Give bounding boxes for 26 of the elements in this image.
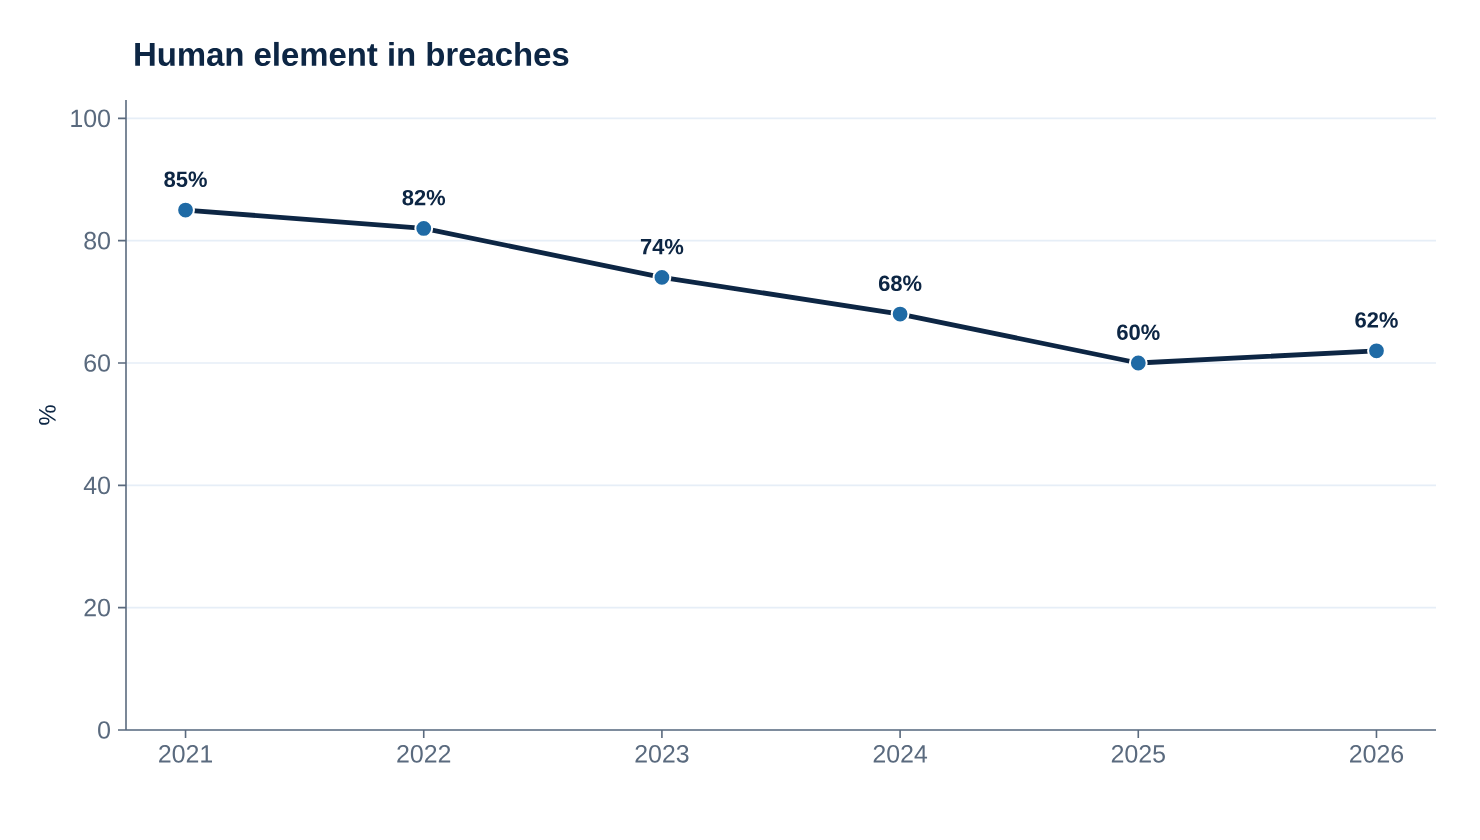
x-tick-label: 2026 xyxy=(1350,745,1404,763)
y-tick-label: 0 xyxy=(98,721,110,739)
point xyxy=(1367,341,1386,361)
x-tick-label: 2025 xyxy=(1111,745,1165,763)
data-label: 62% xyxy=(1355,312,1398,328)
x-tick-label: 2023 xyxy=(635,745,689,763)
x-tick-label: 2022 xyxy=(397,745,451,763)
y-tick-label: 20 xyxy=(84,598,110,617)
data-label: 85% xyxy=(164,171,207,188)
x-tick-label: 2024 xyxy=(873,745,928,763)
x-tick-label: 2021 xyxy=(159,745,213,763)
point xyxy=(414,219,434,238)
point xyxy=(652,267,672,287)
y-tick-label: 40 xyxy=(83,476,110,495)
y-tick-label: 60 xyxy=(84,354,110,372)
chart-title: Human element in breaches xyxy=(135,41,569,67)
data-label: 68% xyxy=(878,275,922,292)
y-tick-label: 80 xyxy=(84,231,110,250)
data-label: 82% xyxy=(402,189,446,206)
point xyxy=(176,200,195,220)
data-label: 60% xyxy=(1117,324,1160,340)
point xyxy=(890,304,910,324)
y-axis-title: % xyxy=(38,405,56,425)
y-tick-label: 100 xyxy=(71,109,110,128)
data-label: 74% xyxy=(640,238,684,255)
point xyxy=(1128,353,1148,373)
